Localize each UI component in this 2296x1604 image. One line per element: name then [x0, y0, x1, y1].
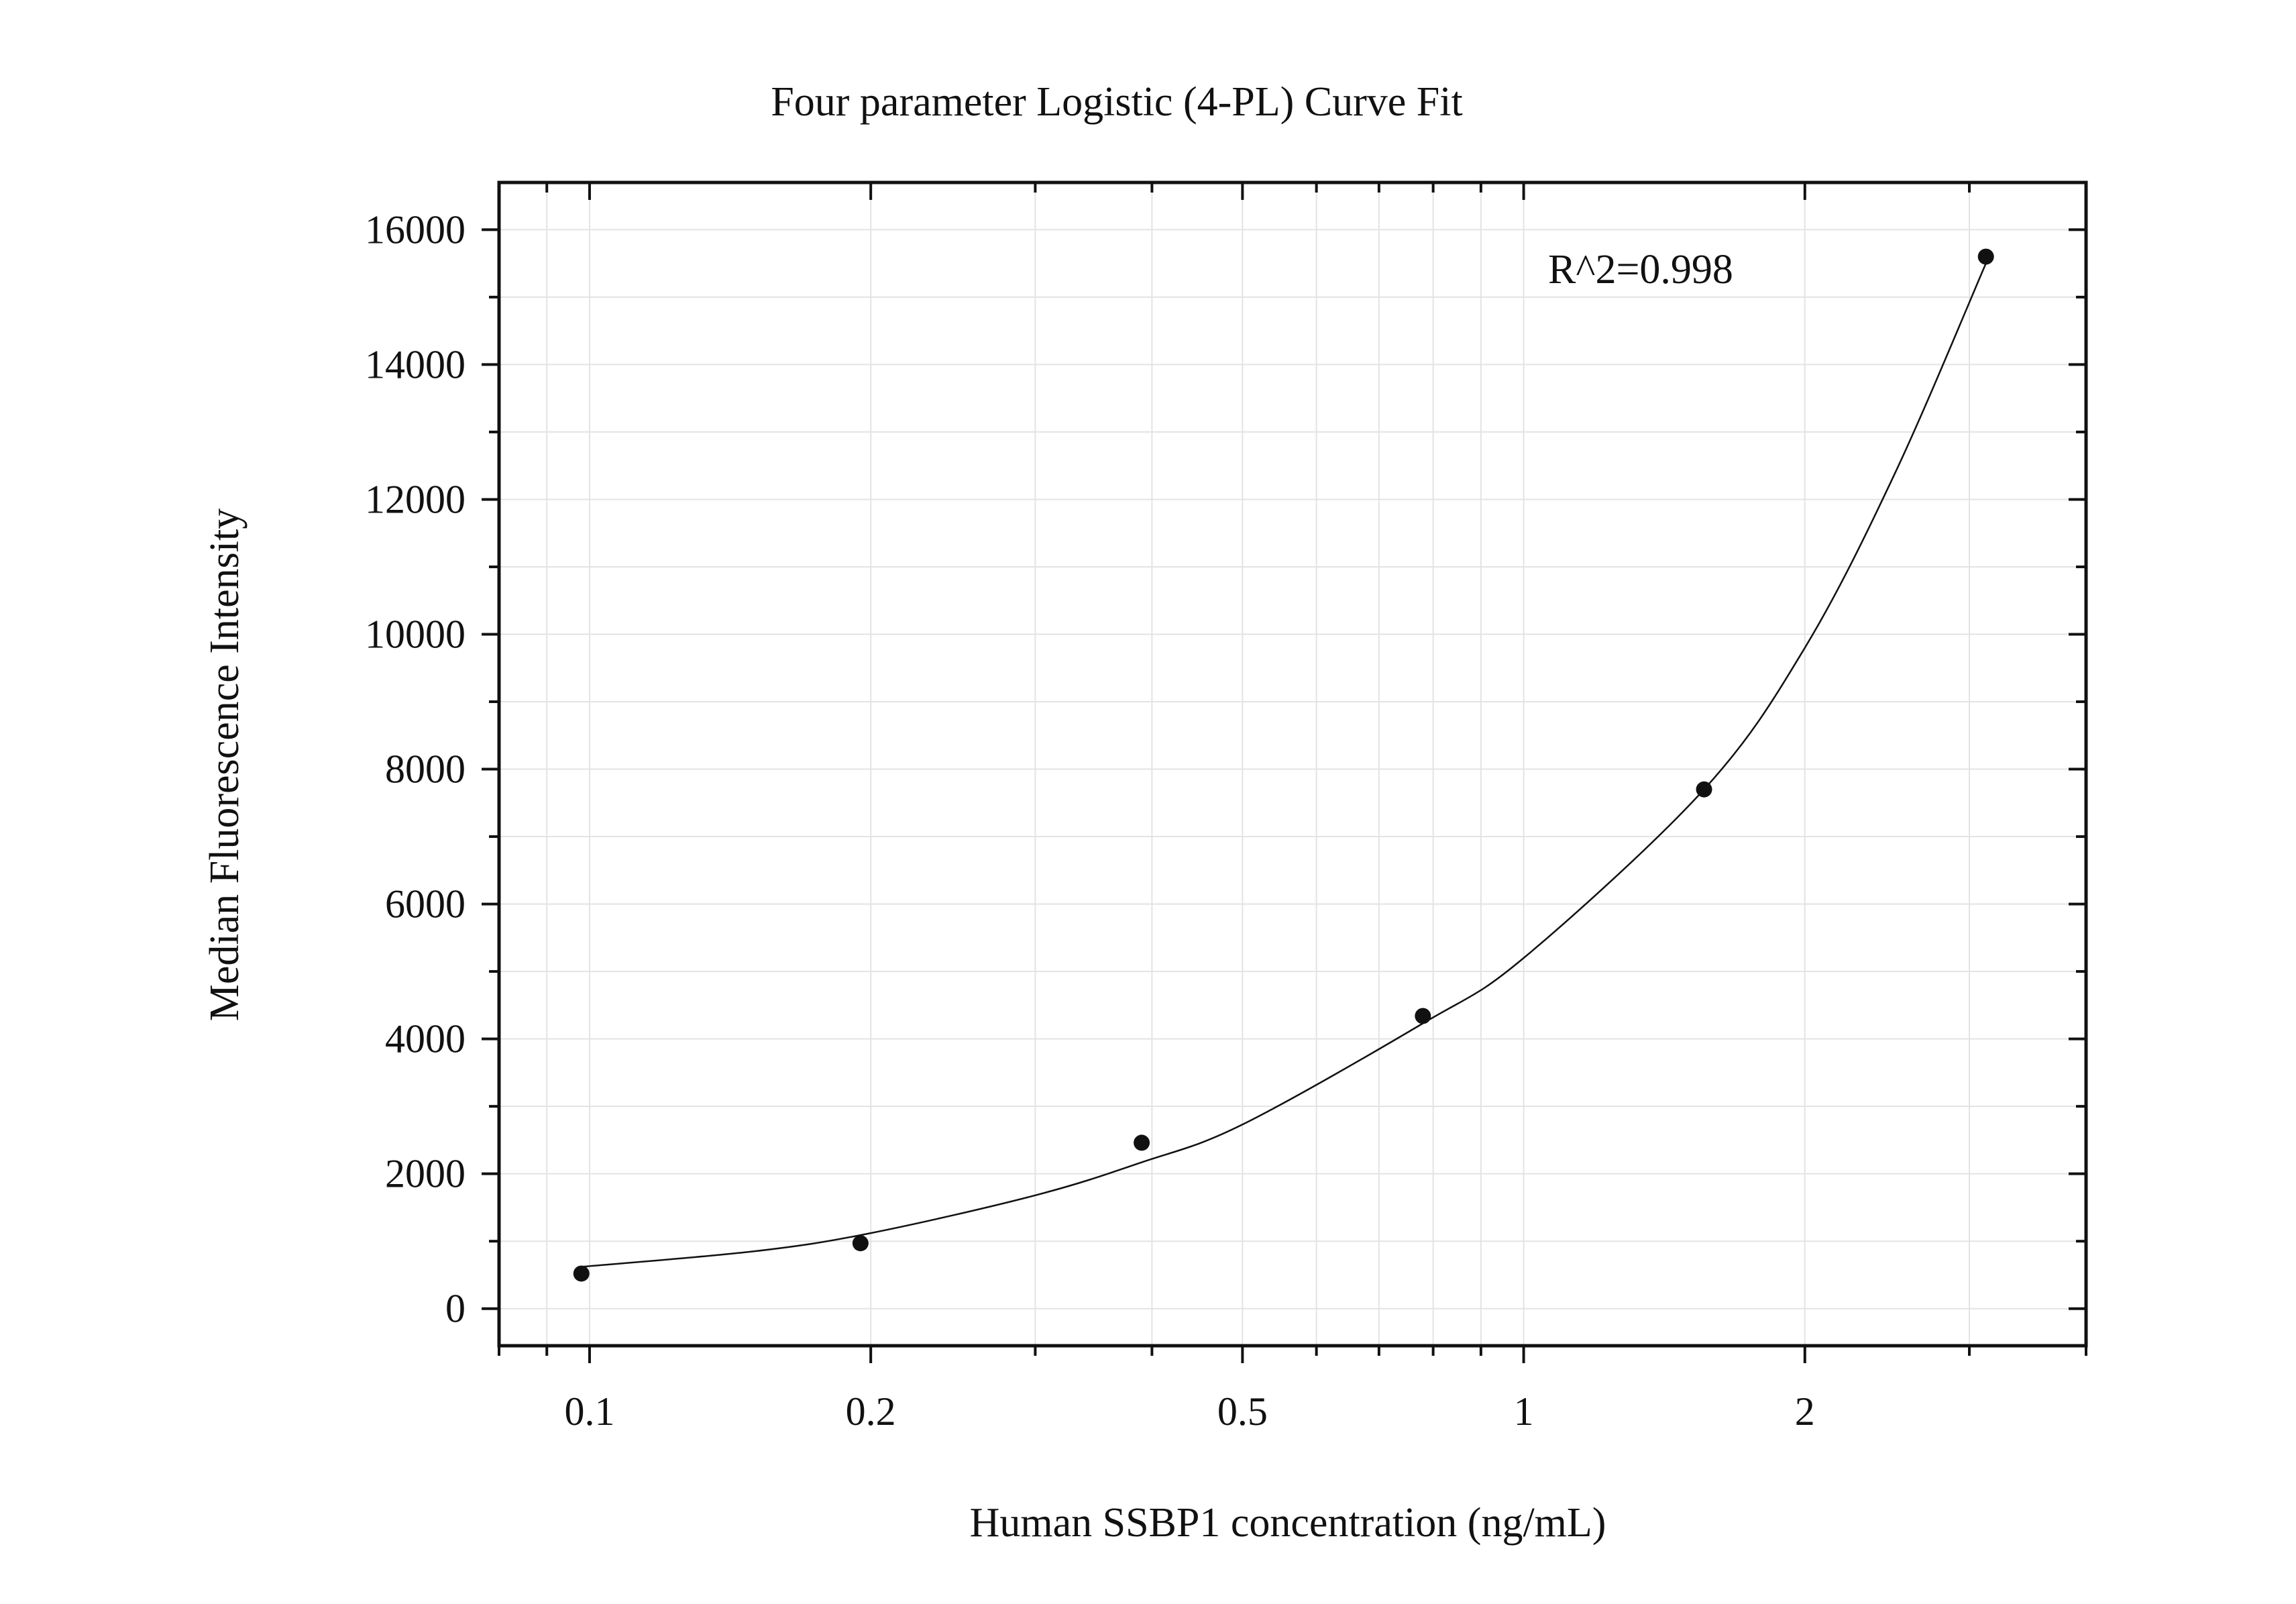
fit-curve	[581, 263, 1987, 1268]
y-tick-label: 14000	[365, 342, 466, 386]
x-tick-label: 1	[1514, 1389, 1534, 1434]
data-point	[1134, 1134, 1150, 1151]
x-tick-label: 0.1	[564, 1389, 614, 1434]
y-axis-label: Median Fluorescence Intensity	[202, 509, 248, 1021]
y-tick-label: 8000	[385, 747, 466, 792]
x-tick-labels: 0.1 0.2 0.5 1 2	[564, 1389, 1814, 1434]
plot-frame	[497, 180, 2088, 1348]
y-tick-label: 12000	[365, 477, 466, 521]
data-point	[1696, 781, 1712, 798]
y-tick-label: 2000	[385, 1152, 466, 1196]
axis-ticks	[482, 182, 2087, 1363]
y-tick-label: 6000	[385, 882, 466, 926]
y-tick-label: 10000	[365, 612, 466, 656]
y-tick-labels: 0 2000 4000 6000 8000 10000 12000 14000 16000	[365, 207, 466, 1330]
chart-title: Four parameter Logistic (4-PL) Curve Fit	[771, 79, 1462, 125]
y-tick-label: 16000	[365, 207, 466, 252]
fit-curve-layer	[581, 263, 1987, 1268]
data-point	[852, 1235, 869, 1252]
y-tick-label: 4000	[385, 1017, 466, 1061]
data-point	[1415, 1008, 1431, 1024]
data-point	[1977, 248, 1994, 265]
data-points	[573, 248, 1994, 1282]
x-tick-label: 0.2	[846, 1389, 896, 1434]
x-tick-label: 0.5	[1217, 1389, 1268, 1434]
grid	[498, 182, 2087, 1346]
y-tick-label: 0	[445, 1287, 466, 1331]
data-point	[573, 1265, 590, 1282]
x-axis-label: Human SSBP1 concentration (ng/mL)	[970, 1500, 1606, 1546]
x-tick-label: 2	[1795, 1389, 1815, 1434]
r-squared-annotation: R^2=0.998	[1548, 247, 1733, 292]
